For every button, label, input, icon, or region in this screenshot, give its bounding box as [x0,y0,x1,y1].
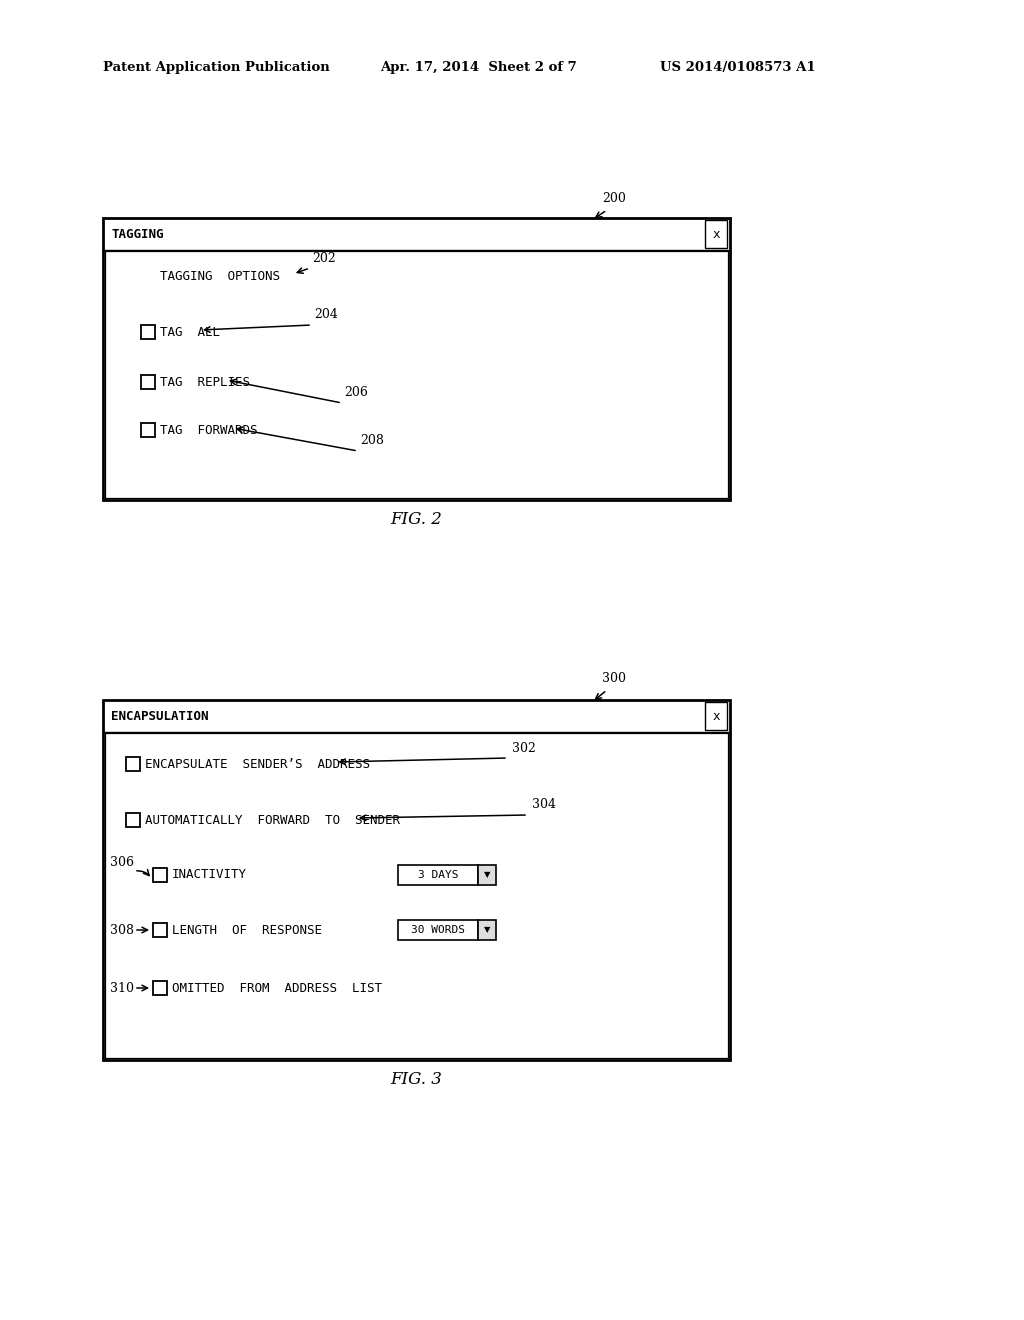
Text: 204: 204 [314,309,338,322]
Text: FIG. 3: FIG. 3 [390,1072,442,1089]
Bar [105,251,728,498]
Text: x: x [713,227,720,240]
Bar [398,920,478,940]
Text: 202: 202 [312,252,336,264]
Text: Patent Application Publication: Patent Application Publication [103,62,330,74]
Bar [398,865,478,884]
Text: 302: 302 [512,742,536,755]
Text: 300: 300 [602,672,626,685]
Text: OMITTED  FROM  ADDRESS  LIST: OMITTED FROM ADDRESS LIST [172,982,382,994]
Text: AUTOMATICALLY  FORWARD  TO  SENDER: AUTOMATICALLY FORWARD TO SENDER [145,813,400,826]
Text: 206: 206 [344,387,368,400]
Text: ▼: ▼ [483,870,490,879]
Bar [103,218,730,500]
Bar [705,702,727,730]
Bar [153,923,167,937]
Bar [153,981,167,995]
Text: TAGGING  OPTIONS: TAGGING OPTIONS [160,271,280,284]
Text: TAGGING: TAGGING [111,227,164,240]
Text: TAG  REPLIES: TAG REPLIES [160,375,250,388]
Text: 208: 208 [360,434,384,447]
Text: 30 WORDS: 30 WORDS [411,925,465,935]
Text: 304: 304 [532,799,556,812]
Text: Apr. 17, 2014  Sheet 2 of 7: Apr. 17, 2014 Sheet 2 of 7 [380,62,577,74]
Bar [153,869,167,882]
Bar [105,733,728,1059]
Text: x: x [713,710,720,722]
Text: ▼: ▼ [483,925,490,935]
Bar [705,220,727,248]
Bar [141,325,155,339]
Text: 308: 308 [110,924,134,936]
Text: ENCAPSULATE  SENDER’S  ADDRESS: ENCAPSULATE SENDER’S ADDRESS [145,758,370,771]
Text: 3 DAYS: 3 DAYS [418,870,459,880]
Text: 310: 310 [110,982,134,994]
Bar [478,865,496,884]
Text: TAG  ALL: TAG ALL [160,326,220,338]
Text: ENCAPSULATION: ENCAPSULATION [111,710,209,722]
Text: INACTIVITY: INACTIVITY [172,869,247,882]
Bar [141,375,155,389]
Bar [141,422,155,437]
Text: FIG. 2: FIG. 2 [390,511,442,528]
Text: 200: 200 [602,191,626,205]
Text: 306: 306 [110,857,134,870]
Text: LENGTH  OF  RESPONSE: LENGTH OF RESPONSE [172,924,322,936]
Bar [103,700,730,1060]
Text: US 2014/0108573 A1: US 2014/0108573 A1 [660,62,816,74]
Text: TAG  FORWARDS: TAG FORWARDS [160,424,257,437]
Bar [126,813,140,828]
Bar [126,756,140,771]
Bar [478,920,496,940]
